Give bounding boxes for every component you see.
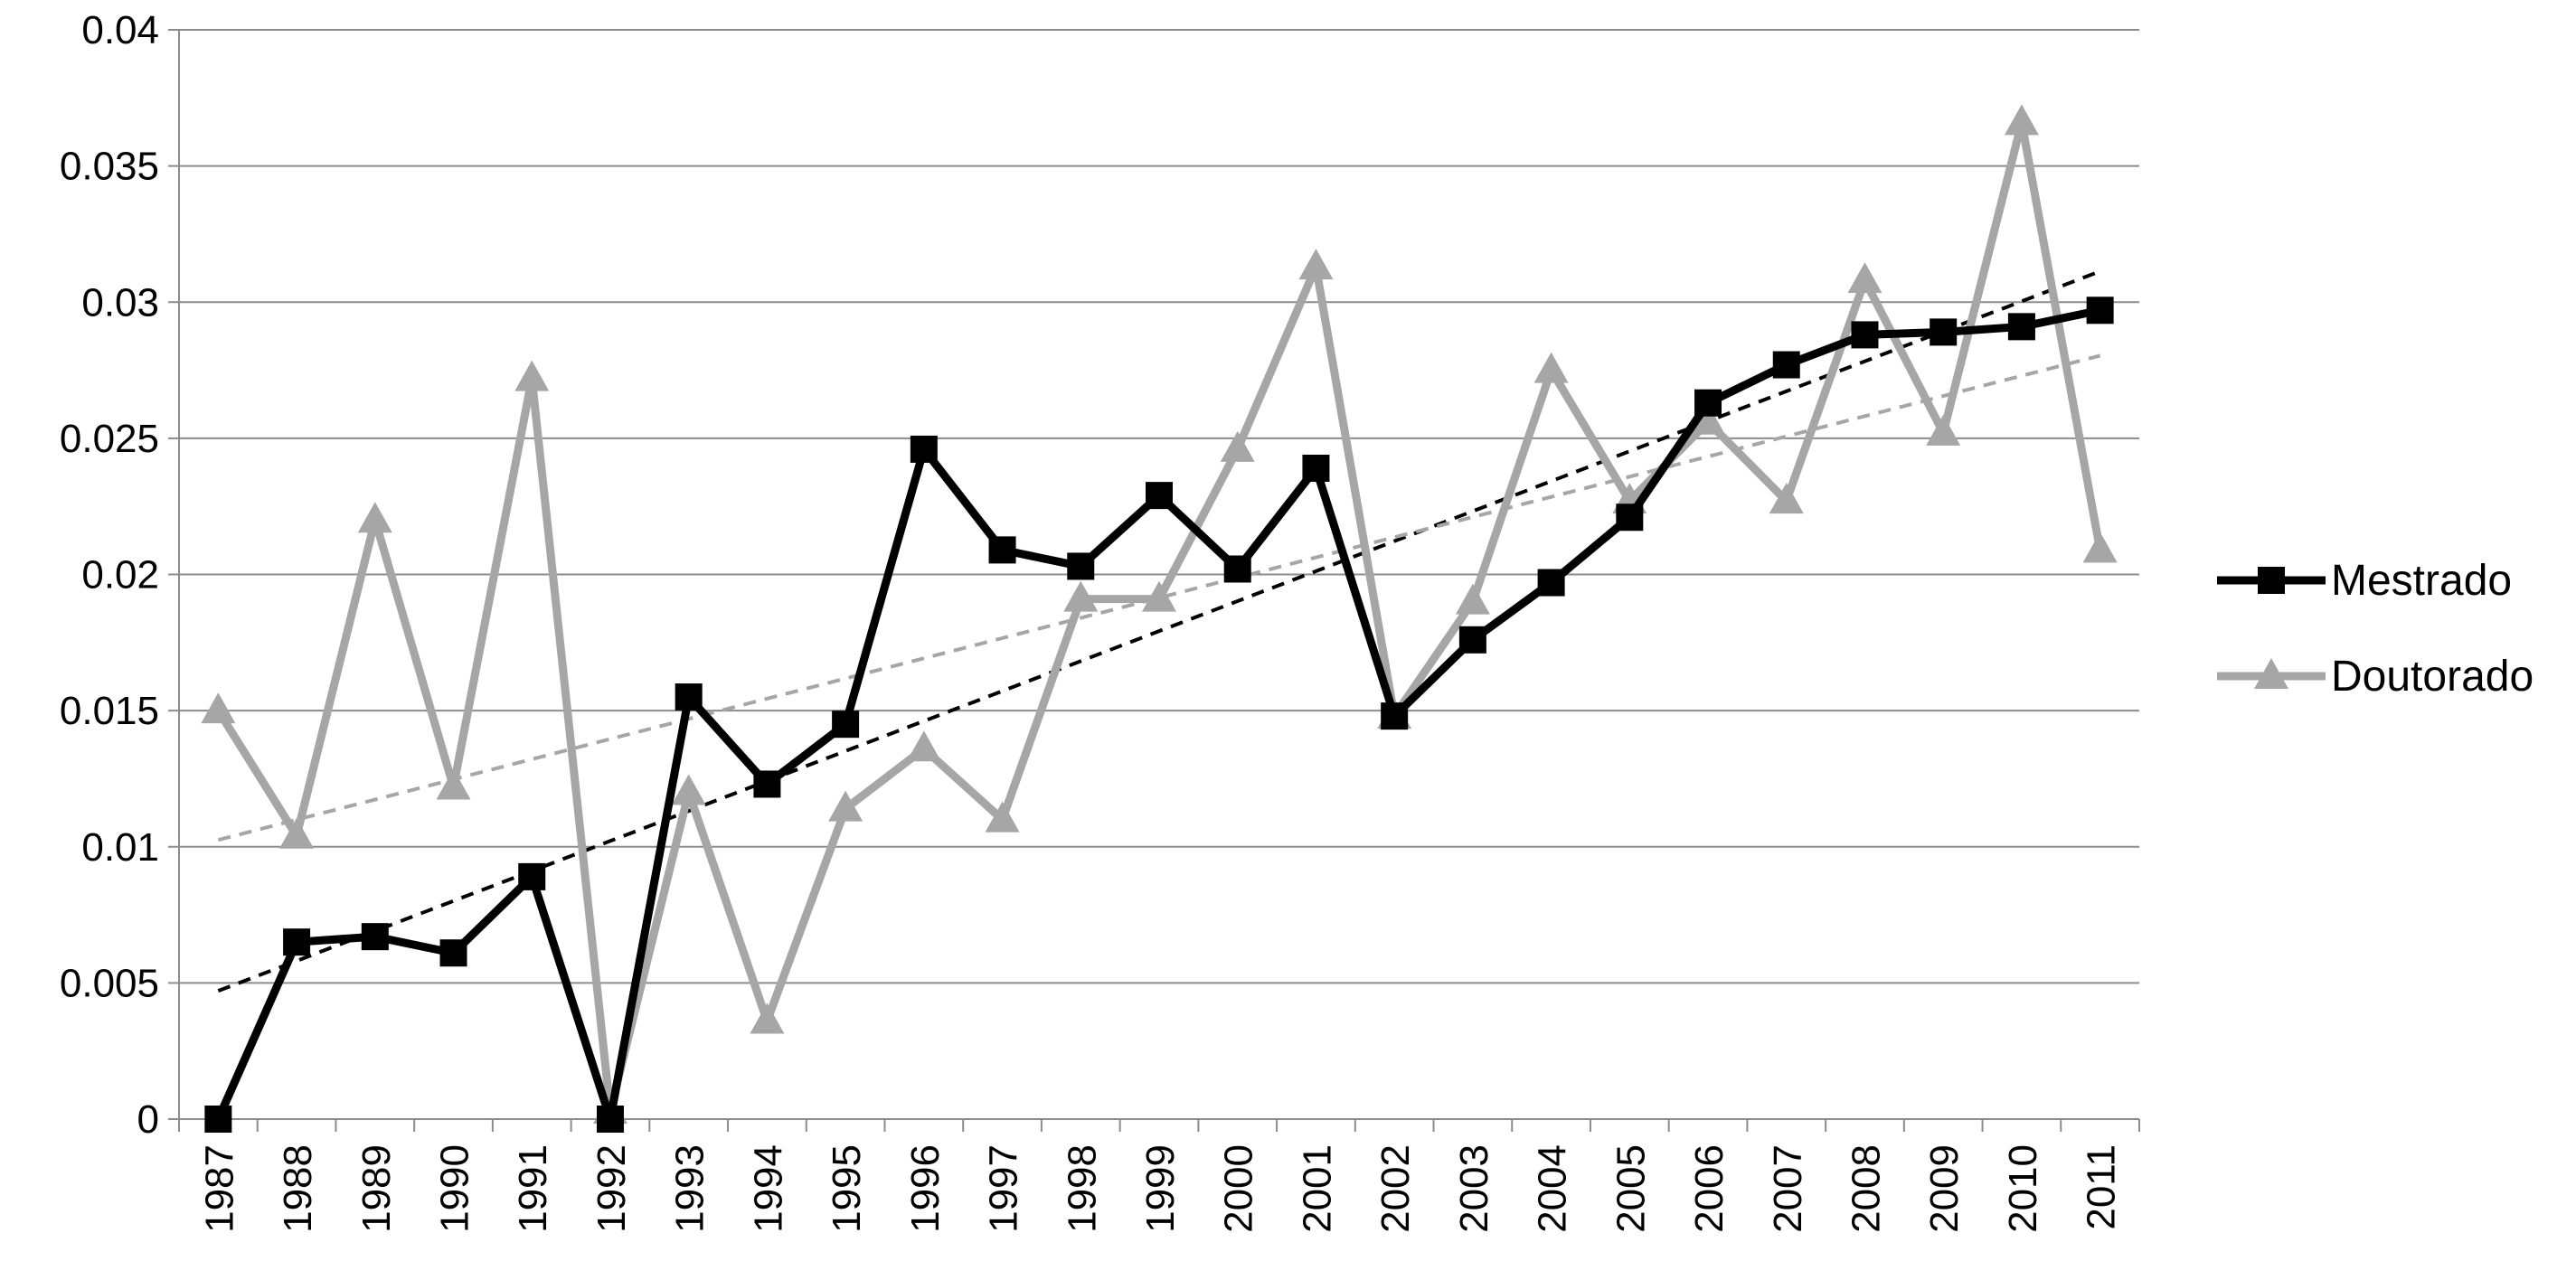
x-tick-label: 2001 bbox=[1295, 1144, 1339, 1233]
marker-mestrado bbox=[283, 928, 311, 956]
x-tick-label: 2009 bbox=[1922, 1144, 1967, 1233]
marker-doutorado bbox=[906, 730, 941, 762]
marker-doutorado bbox=[1533, 352, 1569, 383]
axes bbox=[168, 29, 2140, 1132]
x-tick-label: 1989 bbox=[354, 1144, 399, 1233]
marker-mestrado bbox=[2007, 313, 2035, 341]
marker-mestrado bbox=[1458, 626, 1486, 654]
x-tick-label: 2007 bbox=[1766, 1144, 1810, 1233]
y-tick-label: 0 bbox=[137, 1097, 159, 1142]
legend-marker-mestrado bbox=[2258, 567, 2285, 594]
marker-mestrado bbox=[596, 1106, 624, 1133]
x-tick-label: 2005 bbox=[1609, 1144, 1653, 1233]
y-tick-label: 0.025 bbox=[60, 417, 159, 461]
marker-mestrado bbox=[1302, 455, 1330, 483]
trendlines bbox=[217, 269, 2101, 993]
x-tick-label: 2006 bbox=[1687, 1144, 1731, 1233]
marker-doutorado bbox=[1063, 580, 1099, 612]
y-tick-label: 0.01 bbox=[81, 825, 159, 870]
marker-doutorado bbox=[1142, 580, 1176, 612]
marker-doutorado bbox=[1691, 403, 1726, 435]
legend-marker-doutorado bbox=[2254, 658, 2288, 689]
marker-doutorado bbox=[514, 360, 550, 391]
marker-mestrado bbox=[1616, 504, 1644, 532]
y-tick-label: 0.04 bbox=[81, 8, 159, 52]
marker-mestrado bbox=[910, 435, 938, 463]
marker-mestrado bbox=[1381, 702, 1409, 730]
x-tick-label: 1994 bbox=[746, 1144, 790, 1233]
marker-doutorado bbox=[1298, 249, 1334, 280]
marker-mestrado bbox=[361, 923, 389, 951]
x-tick-label: 1991 bbox=[511, 1144, 555, 1233]
marker-mestrado bbox=[439, 939, 467, 967]
marker-mestrado bbox=[1146, 482, 1173, 510]
marker-mestrado bbox=[518, 862, 546, 890]
marker-doutorado bbox=[436, 768, 471, 800]
marker-doutorado bbox=[671, 774, 706, 805]
x-tick-label: 1999 bbox=[1138, 1144, 1183, 1233]
marker-mestrado bbox=[1223, 555, 1251, 583]
marker-mestrado bbox=[675, 683, 703, 711]
x-tick-label: 2010 bbox=[2001, 1144, 2045, 1233]
y-tick-label: 0.005 bbox=[60, 961, 159, 1005]
x-tick-label: 1996 bbox=[903, 1144, 948, 1233]
marker-doutorado bbox=[985, 801, 1020, 833]
marker-doutorado bbox=[2082, 532, 2118, 563]
marker-doutorado bbox=[1847, 262, 1882, 294]
x-tick-label: 2008 bbox=[1844, 1144, 1888, 1233]
gridlines bbox=[179, 29, 2139, 984]
marker-doutorado bbox=[828, 790, 863, 822]
marker-mestrado bbox=[1772, 351, 1800, 379]
marker-doutorado bbox=[2004, 104, 2039, 136]
x-tick-label: 1998 bbox=[1060, 1144, 1104, 1233]
x-tick-label: 2002 bbox=[1373, 1144, 1418, 1233]
x-tick-label: 1990 bbox=[433, 1144, 477, 1233]
series-line-mestrado bbox=[214, 306, 2101, 1124]
marker-mestrado bbox=[1930, 318, 1958, 346]
y-tick-label: 0.02 bbox=[81, 553, 159, 598]
trendline-mestrado bbox=[217, 269, 2101, 993]
marker-mestrado bbox=[832, 711, 860, 739]
marker-mestrado bbox=[204, 1106, 232, 1133]
y-tick-label: 0.035 bbox=[60, 145, 159, 189]
marker-doutorado bbox=[1455, 583, 1490, 615]
marker-mestrado bbox=[1694, 389, 1722, 417]
x-tick-label: 1988 bbox=[276, 1144, 320, 1233]
marker-doutorado bbox=[1220, 430, 1255, 462]
x-tick-label: 2000 bbox=[1217, 1144, 1261, 1233]
marker-mestrado bbox=[1851, 321, 1879, 349]
marker-doutorado bbox=[357, 502, 392, 533]
x-axis-tick-labels: 1987 1988 1989 1990 1991 1992 1993 1994 1995 1996… bbox=[197, 1144, 2123, 1233]
marker-mestrado bbox=[2086, 296, 2114, 325]
y-tick-label: 0.03 bbox=[81, 280, 159, 325]
marker-mestrado bbox=[1067, 552, 1095, 580]
series-line-doutorado bbox=[214, 118, 2105, 1115]
y-tick-label: 0.015 bbox=[60, 689, 159, 733]
legend: Mestrado Doutorado bbox=[2217, 557, 2534, 701]
x-tick-label: 1995 bbox=[825, 1144, 869, 1233]
marker-mestrado bbox=[753, 770, 781, 798]
series-group bbox=[201, 104, 2118, 1133]
marker-mestrado bbox=[1537, 569, 1565, 597]
y-axis-tick-labels: 0 0.005 0.01 0.015 0.02 0.025 0.03 0.035 0.04 bbox=[60, 8, 159, 1142]
marker-doutorado bbox=[201, 692, 236, 724]
x-tick-label: 1997 bbox=[982, 1144, 1026, 1233]
legend-label-mestrado: Mestrado bbox=[2331, 557, 2512, 605]
x-tick-label: 1987 bbox=[197, 1144, 241, 1233]
legend-label-doutorado: Doutorado bbox=[2331, 653, 2534, 701]
x-tick-label: 2004 bbox=[1531, 1144, 1575, 1233]
x-tick-label: 2011 bbox=[2080, 1144, 2124, 1230]
marker-doutorado bbox=[279, 817, 315, 849]
x-tick-label: 1993 bbox=[668, 1144, 712, 1233]
marker-doutorado bbox=[1926, 414, 1961, 446]
x-tick-label: 1992 bbox=[590, 1144, 634, 1233]
marker-mestrado bbox=[988, 536, 1016, 564]
x-tick-label: 2003 bbox=[1452, 1144, 1496, 1233]
marker-doutorado bbox=[1769, 483, 1804, 514]
marker-doutorado bbox=[750, 1002, 785, 1034]
